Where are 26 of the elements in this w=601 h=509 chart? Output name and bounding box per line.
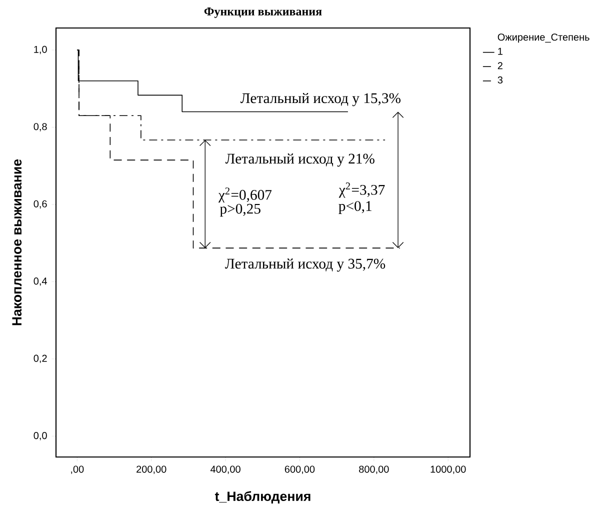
y-tick-label: 0,4: [34, 278, 47, 286]
y-tick-label: 0,2: [34, 354, 47, 364]
y-axis-title: Накопленное выживание: [12, 159, 22, 326]
x-axis-title: t_Наблюдения: [214, 491, 310, 504]
annotation: Летальный исход у 35,7%: [225, 258, 386, 272]
annotation: p<0,1: [338, 201, 372, 214]
x-tick-label: ,00: [71, 466, 84, 474]
x-tick-label: 1000,00: [430, 466, 466, 474]
annotation: χ$^{2}$=0,607: [218, 188, 272, 203]
y-tick-label: 1,0: [34, 46, 47, 54]
y-tick-label: 0,8: [34, 123, 47, 132]
x-tick-label: 200,00: [136, 466, 166, 474]
legend-label: 1: [498, 48, 502, 55]
x-tick-label: 400,00: [210, 466, 240, 474]
annotation: Летальный исход у 15,3%: [240, 92, 401, 106]
legend-label: 2: [498, 62, 502, 70]
annotation: Летальный исход у 21%: [225, 153, 374, 167]
legend-label: 3: [498, 76, 503, 84]
legend-title: Ожирение_Степень: [498, 34, 590, 43]
x-tick-label: 600,00: [284, 466, 315, 474]
y-tick-label: 0,0: [34, 432, 47, 440]
y-tick-label: 0,6: [34, 200, 47, 209]
x-tick-label: 800,00: [359, 466, 389, 474]
chart-title: Функции выживания: [204, 7, 322, 18]
annotation: p>0,25: [220, 204, 260, 217]
annotation: χ$^{2}$=3,37: [338, 182, 385, 198]
